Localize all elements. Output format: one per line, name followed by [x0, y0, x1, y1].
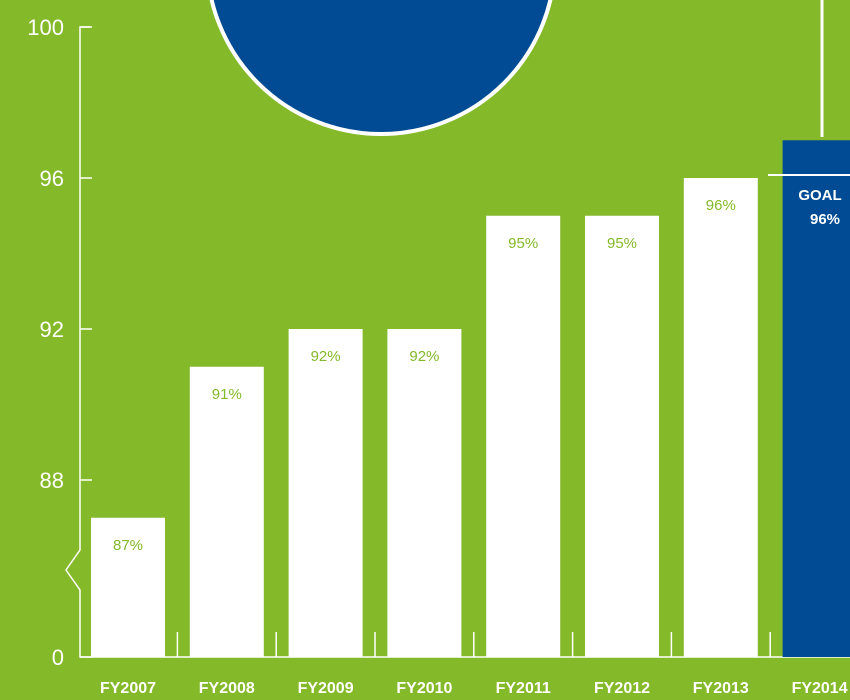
data-label: 92%: [409, 348, 439, 365]
bars: [91, 140, 850, 657]
x-tick-label: FY2013: [693, 680, 749, 697]
goal-label-line1: GOAL: [798, 187, 841, 204]
bar-fy2009: [288, 329, 363, 657]
bar-fy2012: [585, 215, 659, 657]
x-tick-label: FY2014: [792, 680, 848, 697]
x-tick-label: FY2007: [100, 680, 156, 697]
data-label: 96%: [706, 197, 736, 214]
x-tick-label: FY2012: [594, 680, 650, 697]
bar-fy2014: [782, 140, 850, 657]
x-ticks: [176, 632, 771, 657]
bar-fy2007: [91, 517, 165, 657]
bar-fy2008: [189, 366, 264, 657]
y-ticks: 0 88 92 96 100: [27, 15, 92, 670]
data-label: 92%: [311, 348, 341, 365]
x-tick-label: FY2011: [496, 680, 551, 697]
data-label: 95%: [508, 235, 538, 252]
data-label: 95%: [607, 235, 637, 252]
decorative-circle: [209, 0, 553, 136]
y-tick-label: 96: [40, 166, 64, 191]
data-label: 87%: [113, 537, 143, 554]
bar-fy2013: [683, 178, 758, 657]
x-tick-label: FY2009: [298, 680, 354, 697]
data-labels: 87% 91% 92% 92% 95% 95% 96%: [113, 197, 736, 554]
y-tick-label: 100: [27, 15, 64, 40]
x-labels: FY2007 FY2008 FY2009 FY2010 FY2011 FY2012 FY20…: [100, 680, 848, 697]
bar-fy2011: [486, 215, 561, 657]
x-tick-label: FY2008: [199, 680, 255, 697]
x-tick-label: FY2010: [396, 680, 452, 697]
bar-fy2010: [387, 329, 462, 657]
data-label: 91%: [212, 386, 242, 403]
goal-label-line2: 96%: [810, 211, 840, 228]
y-tick-label: 88: [40, 468, 64, 493]
y-tick-label: 92: [40, 317, 64, 342]
y-tick-label: 0: [52, 645, 64, 670]
